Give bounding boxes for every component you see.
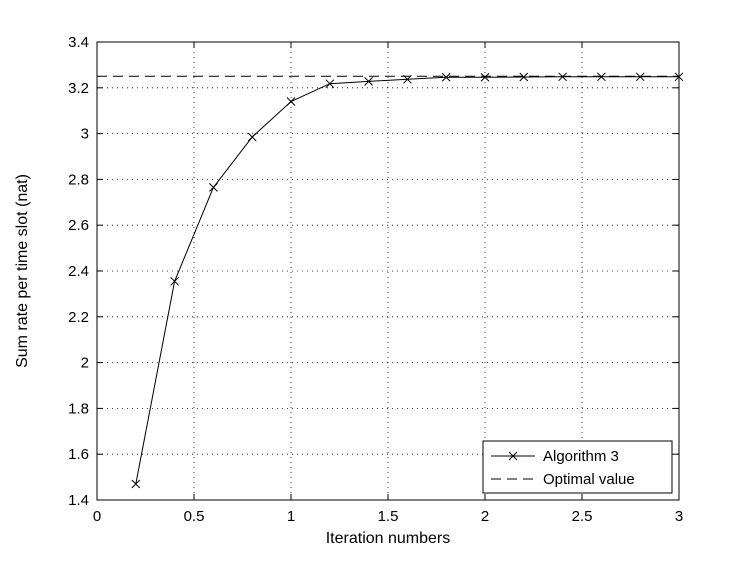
x-tick-label: 1.5	[378, 508, 399, 525]
grid	[97, 42, 679, 500]
data-point-x-marker	[635, 72, 645, 82]
x-tick-label: 0	[93, 508, 101, 525]
x-axis-label: Iteration numbers	[326, 530, 451, 547]
data-point-x-marker	[441, 72, 451, 82]
x-tick-label: 0.5	[184, 508, 205, 525]
x-axis-ticks: 0 0.5 1 1.5 2 2.5 3	[93, 42, 683, 525]
legend-box	[482, 440, 673, 494]
data-point-x-marker	[247, 132, 257, 142]
y-axis-ticks: 1.4 1.6 1.8 2 2.2 2.4 2.6 2.8 3 3.2 3.4	[68, 34, 679, 509]
data-point-x-marker	[519, 72, 529, 82]
legend-label-optimal-value: Optimal value	[543, 471, 635, 488]
y-tick-label: 3	[81, 126, 89, 143]
legend-x-marker-icon	[508, 451, 518, 461]
data-point-x-marker	[325, 79, 335, 89]
data-point-x-marker	[170, 276, 179, 286]
y-tick-label: 1.4	[68, 492, 89, 509]
data-point-x-marker	[674, 72, 684, 82]
data-point-x-marker	[364, 77, 373, 86]
x-tick-label: 2.5	[572, 508, 593, 525]
series	[97, 72, 684, 489]
legend: Algorithm 3 Optimal value	[482, 440, 673, 494]
y-tick-label: 2.8	[68, 171, 89, 188]
data-point-x-marker	[286, 97, 296, 106]
data-point-x-marker	[131, 479, 141, 489]
y-tick-label: 1.6	[68, 446, 89, 463]
series-line-algorithm-3	[135, 76, 679, 485]
y-axis-label: Sum rate per time slot (nat)	[14, 174, 31, 368]
y-tick-label: 1.8	[68, 400, 89, 417]
y-tick-label: 2.2	[68, 309, 89, 326]
y-tick-label: 2.6	[68, 217, 89, 234]
y-tick-label: 3.4	[68, 34, 89, 51]
y-tick-label: 2	[81, 355, 89, 372]
x-tick-label: 1	[287, 508, 295, 525]
x-tick-label: 2	[481, 508, 489, 525]
legend-label-algorithm-3: Algorithm 3	[543, 448, 619, 465]
data-point-x-marker	[558, 72, 567, 82]
y-tick-label: 3.2	[68, 80, 89, 97]
x-tick-label: 3	[675, 508, 683, 525]
y-tick-label: 2.4	[68, 263, 89, 280]
data-point-x-marker	[480, 72, 490, 82]
data-point-x-marker	[597, 72, 606, 82]
data-point-x-marker	[209, 183, 218, 192]
